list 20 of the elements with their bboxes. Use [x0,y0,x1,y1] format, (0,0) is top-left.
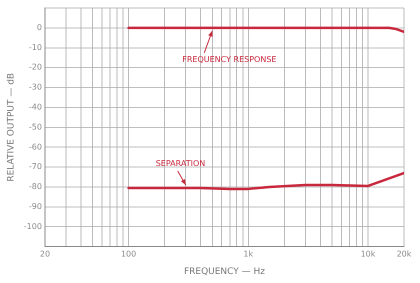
y-tick-label: -90 [28,202,42,211]
annotation: FREQUENCY RESPONSE [182,54,276,64]
y-tick-label: -30 [28,82,42,92]
y-axis-title: RELATIVE OUTPUT — dB [6,72,17,182]
annotation: SEPARATION [156,159,206,168]
x-axis-title: FREQUENCY — Hz [184,266,266,277]
y-tick-label: -10 [28,42,42,52]
y-tick-label: -100 [24,222,42,231]
y-tick-label: -40 [28,102,42,112]
y-tick-label: -80 [28,182,42,192]
y-tick-label: -50 [28,122,42,132]
x-tick-label: 10k [360,249,376,258]
y-tick-label: 0 [36,22,42,32]
x-tick-label: 1k [243,249,254,258]
x-tick-label: 100 [120,249,136,258]
x-tick-label: 20k [396,249,412,258]
y-tick-label: -20 [28,62,42,72]
y-tick-label: -60 [28,142,42,152]
x-tick-label: 20 [40,249,50,258]
y-tick-label: -70 [28,162,42,172]
